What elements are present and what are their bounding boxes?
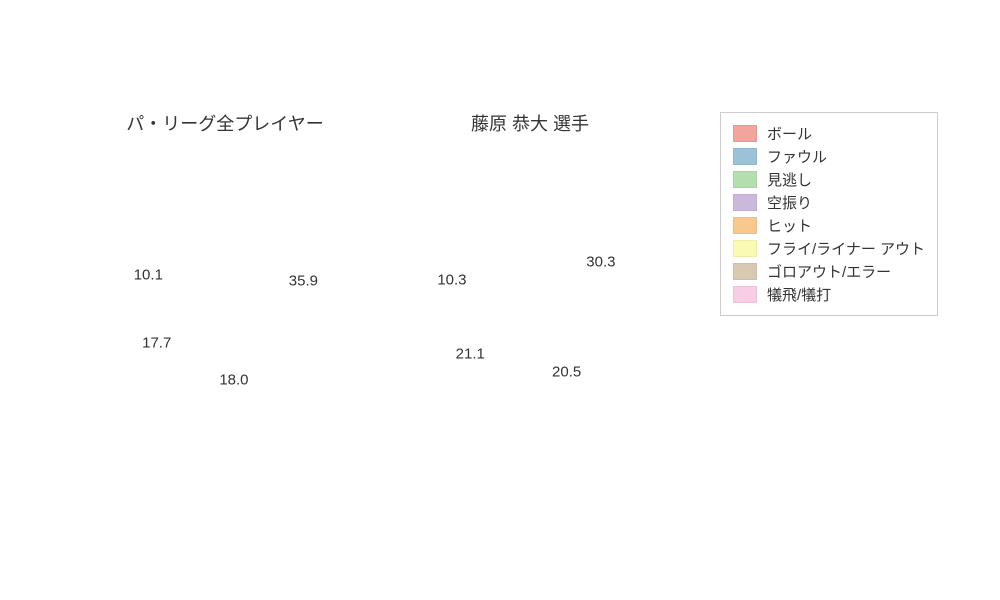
legend-swatch-sac: [733, 286, 757, 303]
legend-label-hit: ヒット: [767, 215, 812, 236]
legend-label-ball: ボール: [767, 123, 812, 144]
legend-item-swing: 空振り: [733, 192, 925, 213]
legend-label-look: 見逃し: [767, 169, 812, 190]
legend-item-look: 見逃し: [733, 169, 925, 190]
slice-label-look: 17.7: [142, 334, 171, 351]
legend-item-hit: ヒット: [733, 215, 925, 236]
legend-item-flyliner: フライ/ライナー アウト: [733, 238, 925, 259]
chart-container: パ・リーグ全プレイヤー 35.9 18.0 17.7 10.1 藤原 恭大 選手 30…: [0, 0, 1000, 600]
legend-swatch-foul: [733, 148, 757, 165]
legend-label-foul: ファウル: [767, 146, 827, 167]
chart-title-right: 藤原 恭大 選手: [390, 110, 670, 136]
slice-label-foul: 18.0: [219, 372, 248, 389]
legend-swatch-look: [733, 171, 757, 188]
legend-swatch-hit: [733, 217, 757, 234]
slice-label-look: 21.1: [456, 346, 485, 363]
legend-swatch-swing: [733, 194, 757, 211]
pie-slice-look: [400, 300, 530, 428]
legend-item-ground: ゴロアウト/エラー: [733, 261, 925, 282]
slice-label-ball: 35.9: [289, 273, 318, 290]
legend-swatch-flyliner: [733, 240, 757, 257]
legend-item-ball: ボール: [733, 123, 925, 144]
slice-label-foul: 20.5: [552, 363, 581, 380]
legend-label-swing: 空振り: [767, 192, 812, 213]
legend-label-ground: ゴロアウト/エラー: [767, 261, 891, 282]
legend-label-sac: 犠飛/犠打: [767, 284, 831, 305]
legend-item-foul: ファウル: [733, 146, 925, 167]
slice-label-swing: 10.1: [134, 267, 163, 284]
legend-swatch-ground: [733, 263, 757, 280]
legend: ボールファウル見逃し空振りヒットフライ/ライナー アウトゴロアウト/エラー犠飛/…: [720, 112, 938, 316]
legend-swatch-ball: [733, 125, 757, 142]
chart-title-left: パ・リーグ全プレイヤー: [85, 110, 365, 136]
slice-label-ball: 30.3: [586, 253, 615, 270]
legend-label-flyliner: フライ/ライナー アウト: [767, 238, 925, 259]
slice-label-swing: 10.3: [437, 271, 466, 288]
legend-item-sac: 犠飛/犠打: [733, 284, 925, 305]
